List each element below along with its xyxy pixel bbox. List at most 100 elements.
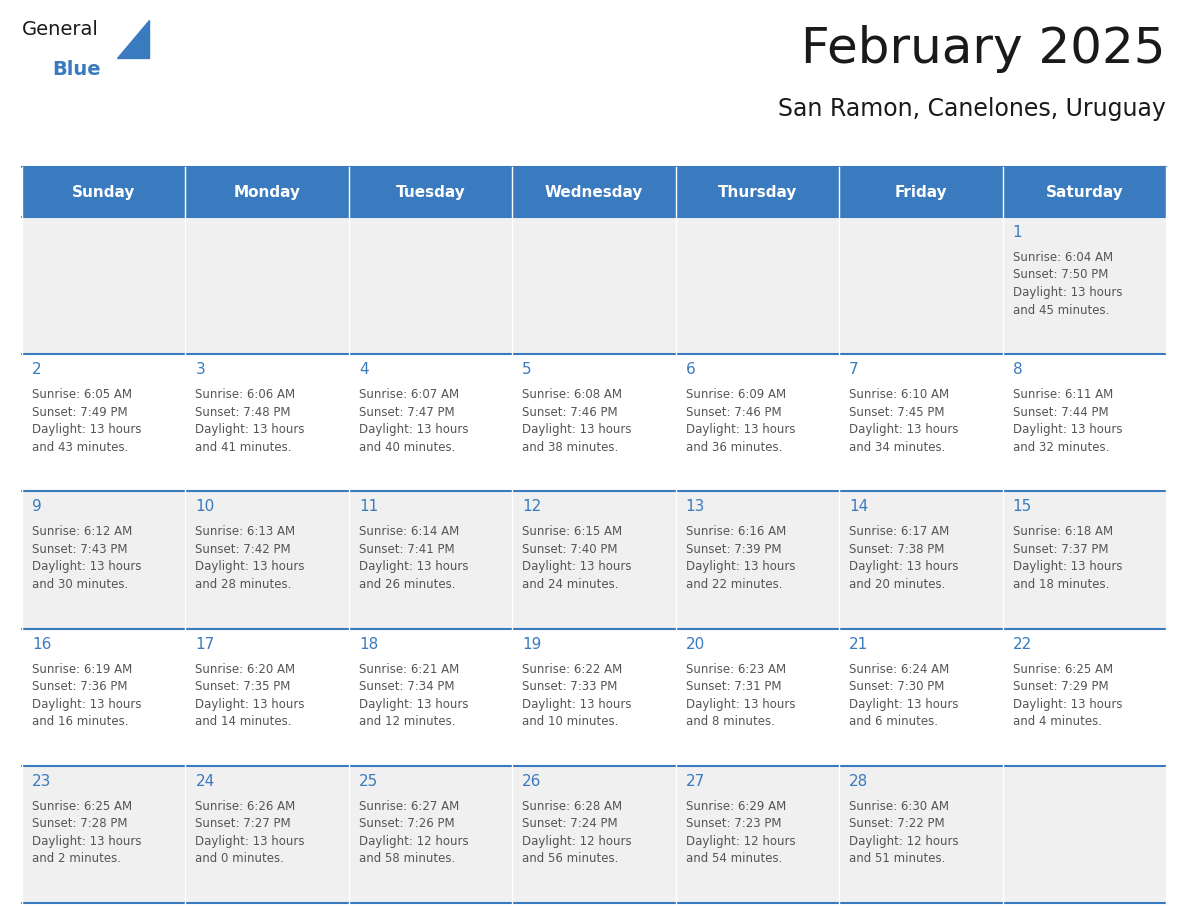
Text: 11: 11 bbox=[359, 499, 378, 514]
Text: and 4 minutes.: and 4 minutes. bbox=[1012, 715, 1101, 728]
Text: and 18 minutes.: and 18 minutes. bbox=[1012, 578, 1108, 591]
Text: and 26 minutes.: and 26 minutes. bbox=[359, 578, 455, 591]
Text: Daylight: 13 hours: Daylight: 13 hours bbox=[849, 560, 959, 574]
Polygon shape bbox=[116, 20, 148, 58]
Text: and 16 minutes.: and 16 minutes. bbox=[32, 715, 128, 728]
Text: and 0 minutes.: and 0 minutes. bbox=[196, 852, 284, 866]
Text: Daylight: 13 hours: Daylight: 13 hours bbox=[32, 423, 141, 436]
Bar bbox=[676, 629, 839, 766]
Text: Sunrise: 6:10 AM: Sunrise: 6:10 AM bbox=[849, 388, 949, 401]
Text: 27: 27 bbox=[685, 774, 704, 789]
Text: and 32 minutes.: and 32 minutes. bbox=[1012, 441, 1108, 453]
Text: Sunset: 7:42 PM: Sunset: 7:42 PM bbox=[196, 543, 291, 556]
Text: Daylight: 13 hours: Daylight: 13 hours bbox=[1012, 560, 1123, 574]
Text: and 45 minutes.: and 45 minutes. bbox=[1012, 304, 1108, 317]
Text: Sunset: 7:31 PM: Sunset: 7:31 PM bbox=[685, 680, 782, 693]
Text: Saturday: Saturday bbox=[1045, 185, 1123, 199]
Bar bbox=[23, 167, 1165, 217]
Text: Daylight: 13 hours: Daylight: 13 hours bbox=[849, 423, 959, 436]
Text: Sunset: 7:27 PM: Sunset: 7:27 PM bbox=[196, 817, 291, 830]
Text: Sunrise: 6:25 AM: Sunrise: 6:25 AM bbox=[1012, 663, 1113, 676]
Text: 18: 18 bbox=[359, 636, 378, 652]
Text: Sunset: 7:50 PM: Sunset: 7:50 PM bbox=[1012, 268, 1108, 282]
Text: Sunset: 7:37 PM: Sunset: 7:37 PM bbox=[1012, 543, 1108, 556]
Text: 1: 1 bbox=[1012, 225, 1022, 240]
Text: Sunset: 7:23 PM: Sunset: 7:23 PM bbox=[685, 817, 782, 830]
Text: Daylight: 13 hours: Daylight: 13 hours bbox=[359, 560, 468, 574]
Bar bbox=[676, 354, 839, 491]
Text: Sunrise: 6:17 AM: Sunrise: 6:17 AM bbox=[849, 525, 949, 538]
Text: and 58 minutes.: and 58 minutes. bbox=[359, 852, 455, 866]
Bar bbox=[676, 491, 839, 629]
Text: and 51 minutes.: and 51 minutes. bbox=[849, 852, 946, 866]
Text: Sunset: 7:49 PM: Sunset: 7:49 PM bbox=[32, 406, 127, 419]
Text: Sunset: 7:46 PM: Sunset: 7:46 PM bbox=[685, 406, 782, 419]
Text: Daylight: 13 hours: Daylight: 13 hours bbox=[1012, 698, 1123, 711]
Text: Sunrise: 6:20 AM: Sunrise: 6:20 AM bbox=[196, 663, 296, 676]
Text: and 30 minutes.: and 30 minutes. bbox=[32, 578, 128, 591]
Text: Daylight: 13 hours: Daylight: 13 hours bbox=[196, 834, 305, 848]
Text: Sunrise: 6:08 AM: Sunrise: 6:08 AM bbox=[523, 388, 623, 401]
Text: 9: 9 bbox=[32, 499, 42, 514]
Text: Friday: Friday bbox=[895, 185, 947, 199]
Text: Sunrise: 6:05 AM: Sunrise: 6:05 AM bbox=[32, 388, 132, 401]
Text: Daylight: 12 hours: Daylight: 12 hours bbox=[359, 834, 468, 848]
Text: Daylight: 13 hours: Daylight: 13 hours bbox=[359, 423, 468, 436]
Text: Daylight: 13 hours: Daylight: 13 hours bbox=[523, 560, 632, 574]
Text: 22: 22 bbox=[1012, 636, 1032, 652]
Text: Sunrise: 6:04 AM: Sunrise: 6:04 AM bbox=[1012, 251, 1113, 264]
Text: Daylight: 13 hours: Daylight: 13 hours bbox=[523, 423, 632, 436]
Text: Sunset: 7:36 PM: Sunset: 7:36 PM bbox=[32, 680, 127, 693]
Bar bbox=[512, 354, 676, 491]
Bar bbox=[512, 629, 676, 766]
Text: 4: 4 bbox=[359, 363, 368, 377]
Text: San Ramon, Canelones, Uruguay: San Ramon, Canelones, Uruguay bbox=[778, 97, 1165, 121]
Text: Sunset: 7:30 PM: Sunset: 7:30 PM bbox=[849, 680, 944, 693]
Bar bbox=[676, 766, 839, 903]
Text: 5: 5 bbox=[523, 363, 532, 377]
Text: Sunset: 7:45 PM: Sunset: 7:45 PM bbox=[849, 406, 944, 419]
Text: Daylight: 13 hours: Daylight: 13 hours bbox=[359, 698, 468, 711]
Bar bbox=[185, 354, 349, 491]
Text: Daylight: 13 hours: Daylight: 13 hours bbox=[523, 698, 632, 711]
Text: and 20 minutes.: and 20 minutes. bbox=[849, 578, 946, 591]
Text: 25: 25 bbox=[359, 774, 378, 789]
Bar bbox=[839, 766, 1003, 903]
Text: Sunset: 7:24 PM: Sunset: 7:24 PM bbox=[523, 817, 618, 830]
Text: and 38 minutes.: and 38 minutes. bbox=[523, 441, 619, 453]
Text: Tuesday: Tuesday bbox=[396, 185, 466, 199]
Text: Daylight: 13 hours: Daylight: 13 hours bbox=[32, 698, 141, 711]
Text: Sunset: 7:40 PM: Sunset: 7:40 PM bbox=[523, 543, 618, 556]
Text: 8: 8 bbox=[1012, 363, 1022, 377]
Bar bbox=[349, 354, 512, 491]
Text: Monday: Monday bbox=[234, 185, 301, 199]
Text: and 10 minutes.: and 10 minutes. bbox=[523, 715, 619, 728]
Text: Sunset: 7:47 PM: Sunset: 7:47 PM bbox=[359, 406, 455, 419]
Text: Sunrise: 6:19 AM: Sunrise: 6:19 AM bbox=[32, 663, 132, 676]
Bar bbox=[839, 491, 1003, 629]
Text: Sunset: 7:48 PM: Sunset: 7:48 PM bbox=[196, 406, 291, 419]
Text: General: General bbox=[23, 20, 99, 39]
Text: and 28 minutes.: and 28 minutes. bbox=[196, 578, 292, 591]
Bar bbox=[23, 766, 185, 903]
Text: Sunrise: 6:13 AM: Sunrise: 6:13 AM bbox=[196, 525, 296, 538]
Bar bbox=[185, 766, 349, 903]
Bar bbox=[349, 491, 512, 629]
Text: Daylight: 12 hours: Daylight: 12 hours bbox=[523, 834, 632, 848]
Text: and 54 minutes.: and 54 minutes. bbox=[685, 852, 782, 866]
Text: and 41 minutes.: and 41 minutes. bbox=[196, 441, 292, 453]
Bar bbox=[512, 217, 676, 354]
Text: Sunrise: 6:06 AM: Sunrise: 6:06 AM bbox=[196, 388, 296, 401]
Text: and 34 minutes.: and 34 minutes. bbox=[849, 441, 946, 453]
Text: and 56 minutes.: and 56 minutes. bbox=[523, 852, 619, 866]
Text: and 24 minutes.: and 24 minutes. bbox=[523, 578, 619, 591]
Text: Sunrise: 6:29 AM: Sunrise: 6:29 AM bbox=[685, 800, 786, 812]
Text: Sunrise: 6:30 AM: Sunrise: 6:30 AM bbox=[849, 800, 949, 812]
Text: Sunrise: 6:22 AM: Sunrise: 6:22 AM bbox=[523, 663, 623, 676]
Text: Sunrise: 6:16 AM: Sunrise: 6:16 AM bbox=[685, 525, 786, 538]
Text: 6: 6 bbox=[685, 363, 695, 377]
Text: and 40 minutes.: and 40 minutes. bbox=[359, 441, 455, 453]
Text: Sunrise: 6:18 AM: Sunrise: 6:18 AM bbox=[1012, 525, 1113, 538]
Bar bbox=[1003, 766, 1165, 903]
Text: 14: 14 bbox=[849, 499, 868, 514]
